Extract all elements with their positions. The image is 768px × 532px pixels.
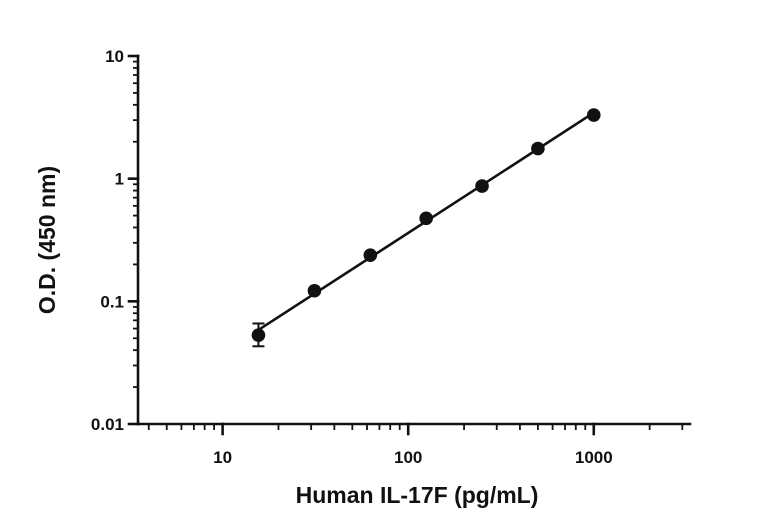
- x-tick-label: 1000: [575, 448, 613, 467]
- data-point: [251, 328, 266, 342]
- y-tick-label: 0.01: [91, 415, 124, 434]
- data-point: [531, 141, 545, 156]
- x-axis-title: Human IL-17F (pg/mL): [296, 482, 539, 508]
- data-point: [363, 248, 378, 262]
- data-point: [419, 211, 433, 226]
- plot-area: [251, 108, 601, 348]
- y-tick-label: 0.1: [100, 292, 124, 311]
- data-point: [586, 108, 601, 122]
- x-tick-label: 10: [213, 448, 232, 467]
- y-tick-label: 10: [105, 47, 124, 66]
- data-point: [307, 283, 322, 298]
- axes: 0.01 0.1 1 10 10 100 1000: [91, 47, 692, 467]
- y-tick-label: 1: [115, 170, 124, 189]
- y-axis-title: O.D. (450 nm): [34, 166, 60, 314]
- x-tick-label: 100: [394, 448, 422, 467]
- data-point: [475, 179, 489, 193]
